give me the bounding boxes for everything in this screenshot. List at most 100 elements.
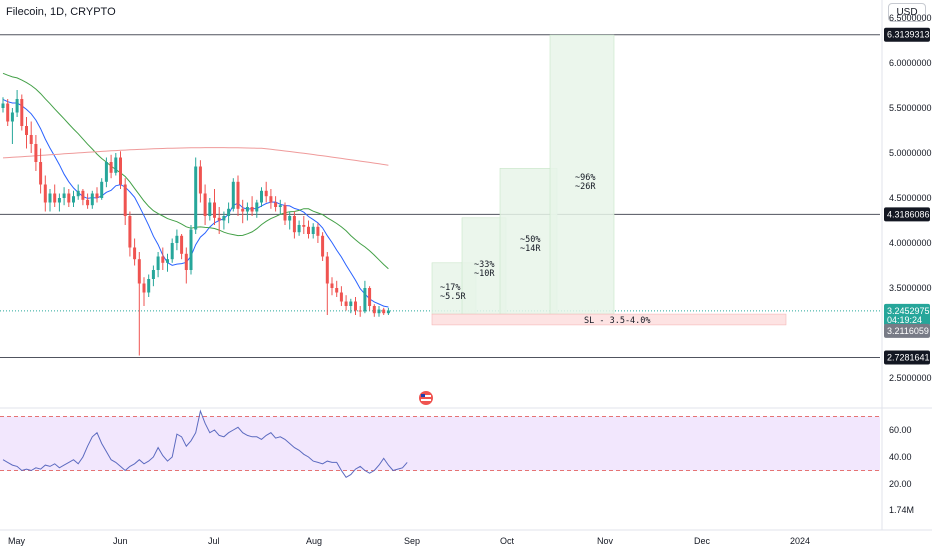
candle-body: [170, 243, 174, 260]
current-price-tag: [884, 303, 930, 326]
price-tick-label: 3.5000000: [889, 283, 932, 293]
price-tick-label: 6.5000000: [889, 13, 932, 23]
flag-stripe: [421, 395, 431, 397]
candle-body: [358, 310, 362, 312]
candle-body: [386, 310, 390, 314]
candle-body: [325, 256, 329, 284]
sma-fast-line: [2, 98, 389, 308]
price-tick-label: 4.0000000: [889, 238, 932, 248]
candle-body: [283, 205, 287, 221]
target-percent-label: ~50%: [520, 235, 540, 245]
candle-body: [307, 226, 310, 234]
level-price-label: 4.3186086: [887, 209, 930, 219]
price-tick-label: 6.0000000: [889, 58, 932, 68]
candle-body: [114, 157, 118, 173]
currency-button[interactable]: USD: [888, 3, 926, 22]
candle-body: [255, 202, 259, 212]
target-zone: [461, 217, 507, 315]
candle-body: [227, 208, 231, 216]
price-tick-label: 5.5000000: [889, 103, 932, 113]
candle-body: [95, 193, 99, 198]
time-tick-label: Jul: [208, 536, 220, 546]
candle-body: [316, 226, 320, 236]
candle-body: [166, 259, 169, 263]
stop-price-tag: [884, 323, 930, 338]
candle-body: [250, 207, 254, 212]
candle-body: [43, 184, 47, 203]
candle-body: [217, 217, 221, 221]
target-percent-label: ~17%: [440, 283, 460, 293]
candle-body: [133, 247, 137, 260]
candle-body: [151, 270, 155, 279]
candle-body: [245, 207, 249, 212]
time-tick-label: Sep: [404, 536, 420, 546]
time-tick-label: Jun: [113, 536, 128, 546]
current-price-label: 3.2452975: [887, 306, 930, 316]
candle-body: [311, 226, 315, 234]
candle-body: [198, 166, 202, 194]
target-r-label: ~26R: [575, 182, 596, 192]
candle-body: [184, 253, 188, 270]
candle-body: [354, 301, 357, 311]
candle-body: [213, 202, 216, 218]
level-price-label: 2.7281641: [887, 352, 930, 362]
volume-tick-label: 1.74M: [889, 505, 914, 515]
candle-body: [208, 202, 212, 216]
candle-body: [368, 288, 372, 306]
rsi-band: [0, 416, 880, 471]
candle-body: [147, 279, 151, 293]
candle-body: [330, 283, 334, 288]
flag-canton: [421, 394, 425, 397]
candle-body: [264, 190, 268, 197]
candle-body: [119, 157, 122, 185]
candle-body: [137, 259, 141, 284]
rsi-line: [2, 409, 408, 478]
candle-body: [86, 199, 90, 206]
time-tick-label: Dec: [694, 536, 711, 546]
time-tick-label: Nov: [597, 536, 614, 546]
candle-body: [34, 144, 38, 162]
target-r-label: ~10R: [474, 269, 495, 279]
target-zone: [499, 168, 558, 315]
target-r-label: ~5.5R: [440, 292, 466, 302]
candle-body: [382, 309, 386, 314]
countdown-label: 04:19:24: [887, 315, 922, 325]
candle-body: [10, 112, 14, 122]
candle-body: [104, 162, 108, 182]
candle-body: [81, 190, 85, 200]
candle-body: [189, 229, 193, 270]
level-price-tag: [884, 27, 930, 42]
candle-body: [297, 225, 301, 233]
sma-slow-line: [2, 147, 389, 166]
price-tick-label: 5.0000000: [889, 148, 932, 158]
price-tick-label: 2.5000000: [889, 373, 932, 383]
rsi-tick-label: 40.00: [889, 452, 912, 462]
candle-body: [278, 205, 282, 207]
time-tick-label: May: [8, 536, 26, 546]
candle-body: [269, 196, 273, 203]
candle-body: [20, 99, 24, 126]
candle-body: [349, 301, 353, 306]
candle-body: [236, 181, 240, 209]
candle-body: [372, 306, 376, 314]
candle-body: [72, 196, 75, 203]
time-tick-label: 2024: [790, 536, 810, 546]
flag-stripe: [421, 399, 431, 401]
stop-loss-zone: [431, 313, 787, 326]
candle-body: [203, 193, 207, 216]
candle-body: [222, 216, 226, 221]
chart-title: Filecoin, 1D, CRYPTO: [6, 6, 116, 18]
candle-body: [100, 181, 104, 198]
candle-body: [321, 235, 325, 257]
candle-body: [180, 235, 184, 254]
candle-body: [260, 190, 263, 203]
candle-body: [339, 292, 343, 302]
candle-body: [363, 288, 367, 312]
level-price-tag: [884, 350, 930, 365]
candle-body: [241, 208, 245, 212]
price-tick-label: 4.5000000: [889, 193, 932, 203]
candle-body: [25, 126, 28, 135]
candle-body: [344, 301, 348, 306]
candle-body: [76, 190, 80, 197]
